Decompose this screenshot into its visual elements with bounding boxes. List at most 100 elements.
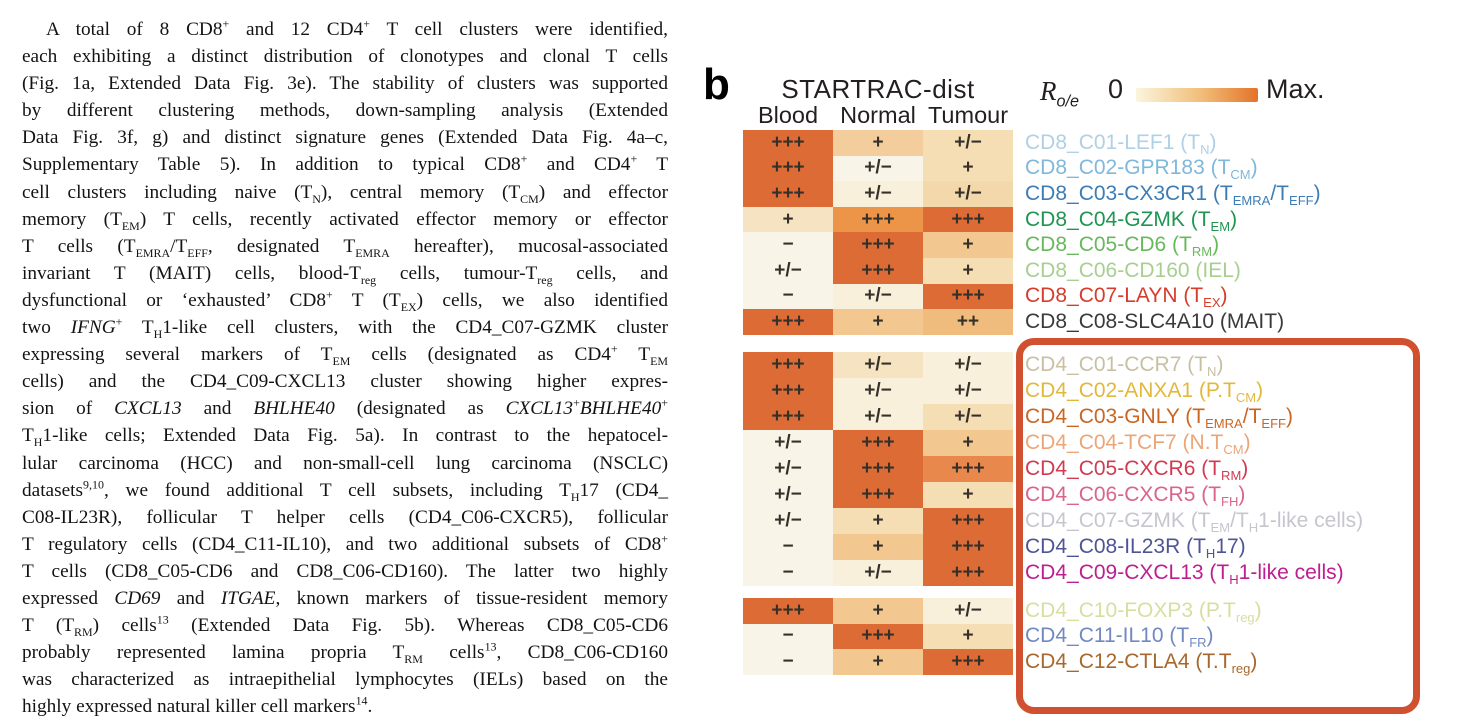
heatmap-cell: +++ bbox=[743, 181, 833, 207]
heatmap-group: +++ + +/− CD4_C10-FOXP3 (P.Treg) − +++ + CD4_C1… bbox=[743, 598, 1262, 675]
heatmap-row: − + +++ CD4_C12-CTLA4 (T.Treg) bbox=[743, 649, 1262, 675]
paragraph-line: A total of 8 CD8+ and 12 CD4+ T cell clu… bbox=[46, 16, 669, 40]
heatmap-cell: +/− bbox=[833, 283, 923, 310]
heatmap-cell: +++ bbox=[833, 232, 923, 258]
heatmap-row: +/− + +++ CD4_C07-GZMK (TEM/TH1-like cells) bbox=[743, 508, 1363, 534]
legend-roe-label: Ro/e bbox=[1040, 76, 1080, 111]
heatmap-row: − + +++ CD4_C08-IL23R (TH17) bbox=[743, 534, 1363, 560]
heatmap-cell: +++ bbox=[923, 283, 1013, 310]
paragraph-line: each exhibiting a distinct distribution … bbox=[22, 46, 668, 68]
paragraph-line: memory (TEM) T cells, recently activated… bbox=[22, 208, 668, 233]
heatmap-cell: + bbox=[923, 257, 1013, 284]
heatmap-row: +++ + ++ CD8_C08-SLC4A10 (MAIT) bbox=[743, 309, 1321, 335]
row-label: CD8_C06-CD160 (IEL) bbox=[1025, 258, 1241, 282]
heatmap-cell: + bbox=[743, 206, 833, 233]
paragraph-line: T cells (CD8_C05-CD6 and CD8_C06-CD160).… bbox=[22, 560, 668, 582]
row-label: CD4_C03-GNLY (TEMRA/TEFF) bbox=[1025, 405, 1293, 432]
paragraph-line: lular carcinoma (HCC) and non-small-cell… bbox=[22, 452, 668, 474]
article-text: A total of 8 CD8+ and 12 CD4+ T cell clu… bbox=[22, 16, 668, 720]
column-header-tumour: Tumour bbox=[927, 102, 1009, 128]
row-label: CD4_C09-CXCL13 (TH1-like cells) bbox=[1025, 561, 1344, 588]
heatmap-row: +++ +/− +/− CD8_C03-CX3CR1 (TEMRA/TEFF) bbox=[743, 181, 1321, 207]
heatmap-cell: +++ bbox=[833, 206, 923, 233]
heatmap-row: +/− +++ + CD4_C06-CXCR5 (TFH) bbox=[743, 482, 1363, 508]
heatmap-cell: +/− bbox=[833, 352, 923, 378]
heatmap-cell: +/− bbox=[743, 508, 833, 534]
heatmap-cell: +/− bbox=[833, 404, 923, 430]
heatmap-cell: − bbox=[743, 534, 833, 560]
row-label: CD4_C08-IL23R (TH17) bbox=[1025, 535, 1246, 562]
heatmap-cell: +++ bbox=[743, 378, 833, 404]
heatmap-row: − +++ + CD4_C11-IL10 (TFR) bbox=[743, 623, 1262, 649]
paragraph-line: expressed CD69 and ITGAE, known markers … bbox=[22, 587, 668, 609]
row-label: CD4_C10-FOXP3 (P.Treg) bbox=[1025, 598, 1262, 625]
paragraph-line: (Fig. 1a, Extended Data Fig. 3e). The st… bbox=[22, 73, 668, 95]
heatmap-cell: +++ bbox=[743, 155, 833, 182]
paragraph-line: by different clustering methods, down-sa… bbox=[22, 100, 668, 122]
heatmap-cell: + bbox=[833, 130, 923, 156]
heatmap-row: +++ +/− +/− CD4_C02-ANXA1 (P.TCM) bbox=[743, 378, 1363, 404]
paragraph-line: probably represented lamina propria TRM … bbox=[22, 639, 668, 667]
heatmap-row: + +++ +++ CD8_C04-GZMK (TEM) bbox=[743, 206, 1321, 234]
column-header-blood: Blood bbox=[757, 102, 819, 128]
heatmap-cell: +/− bbox=[923, 378, 1013, 404]
paragraph-line: cells) and the CD4_C09-CXCL13 cluster sh… bbox=[22, 371, 668, 393]
heatmap-cell: +++ bbox=[743, 352, 833, 378]
heatmap-cell: + bbox=[833, 534, 923, 560]
heatmap-cell: + bbox=[833, 309, 923, 335]
paragraph-line: sion of CXCL13 and BHLHE40 (designated a… bbox=[22, 395, 668, 420]
row-label: CD4_C07-GZMK (TEM/TH1-like cells) bbox=[1025, 509, 1364, 536]
legend-max-label: Max. bbox=[1266, 74, 1325, 104]
heatmap-cell: +/− bbox=[923, 130, 1013, 156]
heatmap-cell: +++ bbox=[833, 430, 923, 456]
heatmap-row: − +/− +++ CD8_C07-LAYN (TEX) bbox=[743, 283, 1321, 310]
heatmap-cell: − bbox=[743, 560, 833, 586]
heatmap-row: +++ +/− +/− CD4_C03-GNLY (TEMRA/TEFF) bbox=[743, 404, 1363, 430]
cd4-highlight-box bbox=[1016, 338, 1420, 714]
heatmap-row: +/− +++ + CD4_C04-TCF7 (N.TCM) bbox=[743, 430, 1363, 456]
heatmap-cell: +++ bbox=[923, 560, 1013, 586]
heatmap-cell: +/− bbox=[923, 352, 1013, 378]
heatmap-row: +/− +++ +++ CD4_C05-CXCR6 (TRM) bbox=[743, 456, 1363, 482]
heatmap-cell: +++ bbox=[923, 534, 1013, 560]
paragraph-line: Data Fig. 3f, g) and distinct signature … bbox=[22, 127, 668, 149]
figure-title: STARTRAC-dist bbox=[781, 74, 975, 104]
row-label: CD8_C04-GZMK (TEM) bbox=[1025, 207, 1238, 234]
heatmap-cell: − bbox=[743, 283, 833, 310]
heatmap-group: +++ + +/− CD8_C01-LEF1 (TN) +++ +/− + CD8_C02-G… bbox=[743, 130, 1321, 335]
heatmap-cell: +/− bbox=[743, 456, 833, 482]
paragraph-line: datasets9,10, we found additional T cell… bbox=[22, 477, 668, 504]
heatmap-cell: +++ bbox=[923, 508, 1013, 534]
heatmap-row: − +/− +++ CD4_C09-CXCL13 (TH1-like cells) bbox=[743, 560, 1363, 586]
heatmap-cell: +++ bbox=[743, 598, 833, 624]
heatmap-cell: +++ bbox=[833, 482, 923, 508]
column-header-normal: Normal bbox=[840, 102, 916, 128]
paragraph-line: T regulatory cells (CD4_C11-IL10), and t… bbox=[22, 531, 668, 555]
heatmap-cell: + bbox=[833, 649, 923, 675]
heatmap-cell: − bbox=[743, 623, 833, 649]
paragraph-line: T cells (TEMRA/TEFF, designated TEMRA he… bbox=[22, 235, 668, 260]
row-label: CD4_C01-CCR7 (TN) bbox=[1025, 353, 1224, 380]
heatmap-cell: + bbox=[923, 232, 1013, 258]
heatmap-cell: +++ bbox=[743, 130, 833, 156]
row-label: CD8_C08-SLC4A10 (MAIT) bbox=[1025, 309, 1285, 333]
heatmap-cell: +++ bbox=[833, 623, 923, 649]
legend-min-label: 0 bbox=[1108, 74, 1124, 104]
row-label: CD4_C06-CXCR5 (TFH) bbox=[1025, 483, 1246, 510]
heatmap-cell: +++ bbox=[833, 257, 923, 284]
heatmap-cell: +/− bbox=[743, 430, 833, 456]
heatmap-row: +++ + +/− CD8_C01-LEF1 (TN) bbox=[743, 130, 1321, 156]
paragraph-line: Supplementary Table 5). In addition to t… bbox=[22, 152, 669, 176]
heatmap-cell: + bbox=[833, 508, 923, 534]
row-label: CD4_C05-CXCR6 (TRM) bbox=[1025, 457, 1249, 484]
heatmap-cell: + bbox=[923, 430, 1013, 456]
heatmap-cell: +/− bbox=[923, 598, 1013, 624]
paragraph-line: expressing several markers of TEM cells … bbox=[22, 341, 668, 368]
heatmap-cell: ++ bbox=[923, 309, 1013, 335]
heatmap-cell: + bbox=[923, 482, 1013, 508]
heatmap-row: +++ + +/− CD4_C10-FOXP3 (P.Treg) bbox=[743, 598, 1262, 624]
row-label: CD4_C04-TCF7 (N.TCM) bbox=[1025, 431, 1251, 458]
heatmap-cell: +++ bbox=[923, 206, 1013, 233]
heatmap-group: +++ +/− +/− CD4_C01-CCR7 (TN) +++ +/− +/− CD4_C… bbox=[743, 352, 1363, 586]
row-label: CD8_C02-GPR183 (TCM) bbox=[1025, 156, 1258, 183]
